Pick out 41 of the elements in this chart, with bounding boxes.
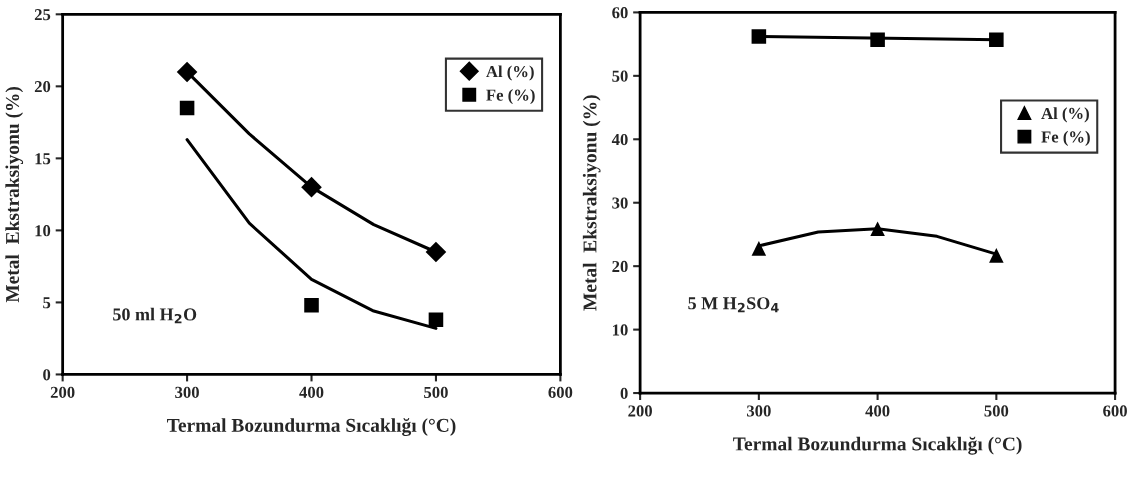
x-axis-title: Termal Bozundurma Sıcaklığı (°C) [733,436,1022,455]
x-tick-label: 400 [299,386,324,398]
y-tick-label: 15 [35,153,51,165]
legend-label: Fe (%) [486,88,535,105]
point [989,32,1004,47]
y-tick-label: 20 [34,81,51,93]
x-tick-label: 300 [175,386,199,398]
x-tick-label: 400 [865,405,890,417]
point [989,248,1004,263]
y-tick-label: 0 [620,387,628,399]
x-axis-title: Termal Bozundurma Sıcaklığı (°C) [167,418,456,437]
y-tick-label: 20 [612,260,628,273]
point [428,312,444,327]
annotation: 50 ml H$_{2}$O [113,307,197,324]
legend-label: Fe (%) [1041,130,1090,146]
y-tick-label: 10 [612,324,628,336]
x-tick-label: 200 [628,405,652,417]
y-tick-label: 10 [35,225,51,237]
legend-label: Al (%) [486,65,534,81]
x-tick-label: 600 [548,386,573,398]
y-tick-label: 60 [612,7,628,19]
x-tick-label: 600 [1103,405,1127,417]
annotation: 5 M H$_{2}$SO$_{4}$ [688,297,779,313]
y-tick-label: 0 [43,369,51,381]
point [176,61,198,83]
x-tick-label: 500 [424,386,448,398]
legend-label: Al (%) [1041,107,1089,123]
point [751,241,767,256]
point [179,100,195,116]
y-axis-title: Metal Ekstraksiyonu (%) [5,86,24,303]
y-tick-label: 25 [34,9,51,21]
x-tick-label: 500 [984,405,1009,417]
y-tick-label: 5 [43,297,51,309]
x-tick-label: 300 [746,405,771,417]
y-tick-label: 40 [611,133,628,146]
point [425,241,447,263]
y-axis-title: Metal Ekstraksiyonu (%) [582,95,601,311]
x-tick-label: 200 [50,386,75,398]
y-tick-label: 30 [612,197,628,209]
y-tick-label: 50 [612,70,628,82]
point [304,298,319,313]
